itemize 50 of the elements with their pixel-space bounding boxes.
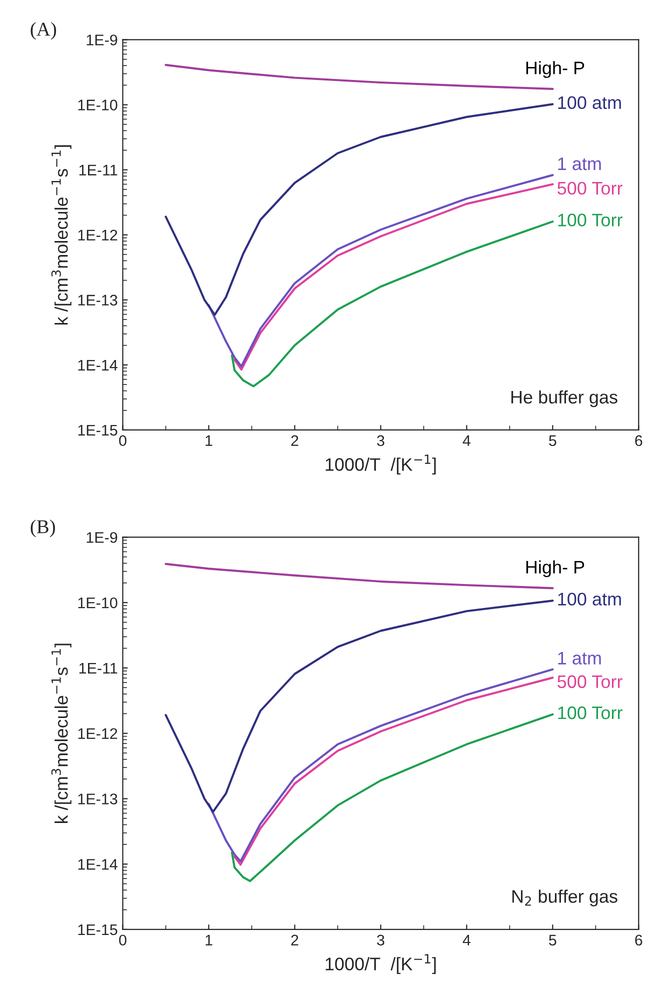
chart-title: (B): [30, 520, 55, 538]
x-tick-label: 3: [377, 435, 384, 446]
x-tick-label: 1: [206, 435, 212, 446]
y-tick-label: 1E-10: [78, 100, 118, 110]
x-tick-label: 0: [119, 934, 126, 946]
x-axis-title: 1000/T /[K$^{−1}$]: [326, 454, 436, 474]
x-axis-title: 1000/T /[K$^{−1}$]: [326, 954, 436, 974]
chart-title: (A): [30, 22, 56, 40]
y-tick-label: 1E-11: [79, 164, 118, 176]
x-tick-label: 5: [549, 435, 556, 446]
series-label: 500 Torr: [558, 675, 622, 688]
x-tick-label: 4: [462, 934, 470, 946]
series-label: High- P: [526, 61, 584, 78]
y-tick-label: 1E-12: [78, 728, 118, 739]
y-tick-label: 1E-9: [86, 34, 118, 46]
annotation: He buffer gas: [511, 390, 618, 408]
x-tick-label: 2: [291, 934, 298, 946]
x-tick-label: 4: [462, 435, 470, 446]
y-tick-label: 1E-11: [79, 662, 118, 674]
y-tick-label: 1E-13: [78, 794, 118, 804]
y-tick-label: 1E-12: [78, 230, 118, 240]
x-tick-label: 1: [206, 934, 212, 946]
y-tick-label: 1E-13: [78, 294, 118, 306]
y-axis-title: k /[cm$^{3}$molecule$^{−1}$s$^{−1}$]: [51, 644, 72, 824]
x-tick-label: 5: [549, 934, 556, 946]
x-tick-label: 6: [635, 934, 642, 946]
series-label: 1 atm: [558, 158, 601, 170]
line-series: [164, 103, 554, 316]
series-label: 100 atm: [558, 96, 621, 110]
x-tick-label: 3: [377, 934, 384, 946]
annotation: N$_{2}$ buffer gas: [512, 890, 618, 906]
x-tick-label: 2: [291, 435, 298, 446]
series-label: High- P: [526, 560, 584, 578]
y-tick-label: 1E-15: [78, 424, 118, 436]
series-label: 100 Torr: [558, 214, 622, 226]
x-tick-label: 6: [635, 435, 642, 446]
series-label: 500 Torr: [558, 182, 622, 195]
series-label: 100 atm: [558, 592, 621, 606]
y-axis-title: k /[cm$^{3}$molecule$^{−1}$s$^{−1}$]: [51, 145, 72, 325]
y-tick-label: 1E-14: [78, 859, 118, 870]
y-tick-label: 1E-15: [78, 924, 118, 936]
y-tick-label: 1E-9: [86, 532, 118, 543]
y-tick-label: 1E-14: [78, 360, 118, 370]
x-tick-label: 0: [119, 435, 126, 446]
series-label: 100 Torr: [558, 706, 622, 720]
line-series: [164, 600, 554, 813]
line-series: [230, 713, 554, 882]
y-tick-label: 1E-10: [78, 597, 118, 608]
series-label: 1 atm: [558, 652, 601, 665]
line-series: [230, 220, 554, 388]
